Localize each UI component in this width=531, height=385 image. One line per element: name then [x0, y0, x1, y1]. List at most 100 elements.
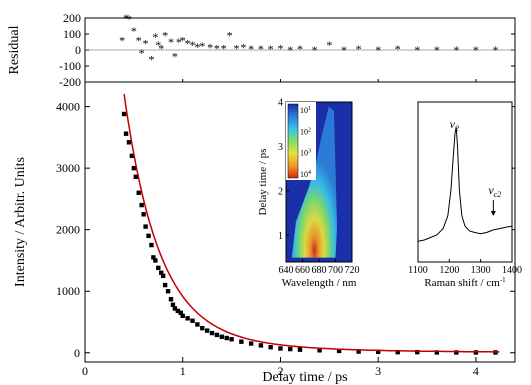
heatmap-inset-panel: 640 660 680 700 720 1 2 3 4 Wavelength / nm Delay …	[257, 98, 360, 290]
residual-y-tick-label: 100	[63, 27, 81, 41]
decay-point	[160, 273, 166, 279]
decay-point	[149, 242, 154, 248]
decay-y-tick-label: 1000	[56, 284, 80, 298]
residual-y-tick-label: 200	[63, 11, 81, 25]
residual-point: *	[136, 33, 142, 47]
decay-point	[165, 289, 171, 294]
residual-point: *	[148, 53, 154, 67]
decay-panel: 0 1 2 3 4 0 1000 2000 3000 4000 Delay time / ps Int…	[13, 81, 516, 385]
heatmap-y-tick-label: 2	[278, 186, 283, 197]
residual-point: *	[158, 41, 164, 55]
colorbar-label: 102	[300, 127, 311, 136]
decay-point	[178, 310, 183, 315]
decay-frame	[84, 81, 516, 363]
residual-point: *	[139, 46, 145, 60]
decay-point	[180, 313, 185, 319]
decay-point	[204, 328, 210, 333]
heatmap-y-axis-title: Delay time / ps	[257, 149, 269, 216]
residual-y-tick-label: 0	[75, 43, 81, 57]
residual-point: *	[221, 41, 227, 55]
residual-point: *	[172, 49, 178, 63]
decay-point	[139, 202, 144, 208]
residual-point: *	[233, 41, 239, 55]
raman-peak-label-subscript: 2	[455, 124, 459, 133]
decay-point	[170, 302, 176, 307]
raman-frame	[417, 101, 513, 263]
residual-y-tick-label: -100	[59, 59, 81, 73]
residual-point: *	[155, 38, 161, 52]
decay-point	[229, 337, 234, 342]
residual-point: *	[297, 42, 303, 56]
residual-point: *	[207, 41, 213, 55]
decay-point	[129, 153, 135, 159]
raman-x-tick-label: 1300	[471, 265, 491, 276]
decay-point	[162, 282, 168, 288]
decay-point	[200, 325, 205, 331]
decay-x-tick-label: 4	[473, 364, 479, 378]
colorbar-label-exponent: 4	[308, 170, 311, 176]
decay-x-axis-title: Delay time / ps	[262, 370, 347, 385]
residual-point: *	[326, 38, 332, 52]
heatmap-y-tick-label: 1	[278, 231, 283, 242]
decay-point	[153, 258, 158, 263]
residual-point: *	[152, 30, 158, 44]
decay-point	[473, 350, 479, 355]
decay-y-tick-label: 3000	[56, 161, 80, 175]
residual-point: *	[190, 38, 196, 52]
heatmap-x-tick-label: 680	[312, 265, 327, 276]
residual-y-axis-title: Residual	[7, 25, 22, 74]
raman-spectrum-line	[417, 126, 513, 242]
residual-point: *	[131, 24, 137, 38]
decay-point	[175, 308, 181, 314]
raman-arrow-head	[490, 211, 496, 216]
residual-point: *	[356, 42, 362, 56]
decay-point	[375, 349, 381, 355]
decay-x-tick-label: 1	[180, 364, 186, 378]
colorbar-label-exponent: 1	[308, 106, 311, 112]
heatmap-signal-region	[291, 106, 338, 258]
colorbar-label: 103	[300, 149, 311, 158]
decay-y-tick-label: 4000	[56, 100, 80, 114]
residual-point: *	[185, 37, 191, 51]
residual-point: *	[395, 42, 401, 56]
heatmap-x-axis-title: Wavelength / nm	[282, 277, 357, 289]
decay-point	[141, 212, 146, 217]
raman-x-tick-label: 1200	[439, 265, 459, 276]
heatmap-y-tick-label: 3	[278, 142, 283, 153]
residual-point: *	[119, 33, 125, 47]
colorbar-label-exponent: 2	[308, 127, 311, 133]
decay-point	[190, 318, 195, 323]
decay-point	[123, 131, 129, 136]
decay-point	[168, 297, 174, 302]
decay-fit-line	[123, 93, 500, 353]
residual-point: *	[176, 35, 182, 49]
decay-point	[131, 165, 137, 171]
decay-point	[434, 350, 440, 355]
decay-point	[415, 349, 420, 355]
decay-x-tick-label: 3	[375, 364, 381, 378]
decay-point	[185, 316, 190, 321]
residual-point: *	[214, 41, 220, 55]
decay-point	[195, 322, 200, 327]
decay-point	[159, 270, 164, 275]
residual-point: *	[180, 33, 186, 47]
decay-y-axis-title: Intensity / Arbitr. Units	[13, 157, 28, 287]
decay-y-tick-label: 2000	[56, 223, 80, 237]
decay-point	[219, 334, 225, 339]
residual-point: *	[199, 39, 205, 53]
raman-peak-label: v2	[450, 117, 459, 133]
decay-x-tick-label: 0	[82, 364, 88, 378]
decay-point	[146, 233, 151, 239]
decay-point	[336, 348, 342, 354]
decay-point	[395, 349, 400, 355]
decay-point	[156, 265, 161, 271]
decay-point	[356, 349, 361, 354]
heatmap-x-tick-label: 720	[345, 265, 360, 276]
decay-point	[121, 111, 127, 117]
residual-point: *	[240, 41, 246, 55]
decay-point	[172, 306, 178, 311]
decay-point	[288, 346, 293, 352]
raman-x-axis-title: Raman shift / cm-1	[424, 276, 506, 289]
raman-x-tick-label: 1400	[502, 265, 522, 276]
decay-point	[268, 345, 273, 350]
